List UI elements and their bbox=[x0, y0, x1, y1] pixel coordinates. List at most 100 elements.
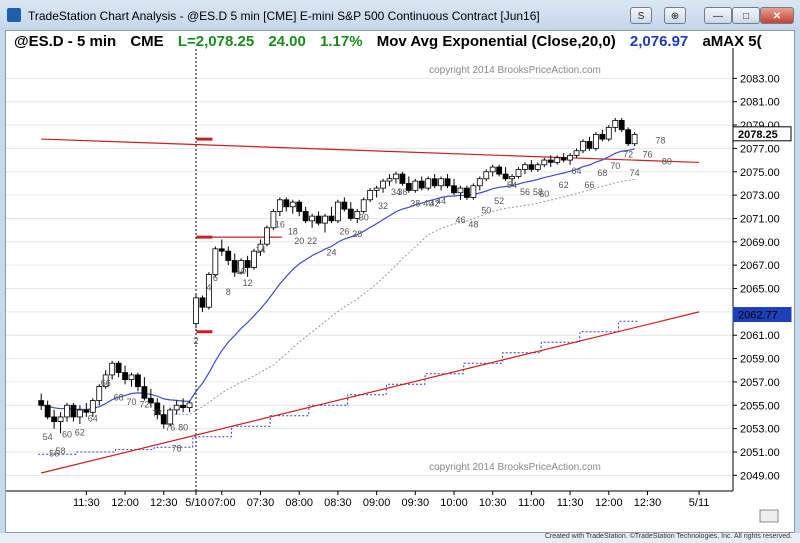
candle-body bbox=[289, 201, 296, 208]
bar-number-label: 60 bbox=[539, 189, 549, 199]
last-price-flag bbox=[732, 126, 792, 142]
candle-body bbox=[334, 201, 341, 222]
band-price-flag bbox=[732, 307, 792, 323]
candle-body bbox=[418, 180, 425, 189]
y-tick-label: 2059.00 bbox=[740, 354, 780, 366]
ema-line bbox=[41, 148, 635, 411]
bar-number-label: 78 bbox=[655, 135, 665, 145]
candle-body bbox=[354, 211, 361, 219]
candle-body bbox=[257, 243, 264, 252]
y-tick-label: 2061.00 bbox=[740, 330, 780, 342]
bar-number-label: 68 bbox=[114, 392, 124, 402]
candle-body bbox=[502, 173, 509, 180]
candle-body bbox=[96, 386, 103, 402]
band-price-flag-text: 2062.77 bbox=[738, 310, 778, 322]
study-value-label: 2,076.97 bbox=[629, 33, 689, 50]
s-button[interactable]: S bbox=[630, 7, 652, 24]
y-tick-label: 2055.00 bbox=[740, 400, 780, 412]
x-tick-label: 11:30 bbox=[557, 497, 584, 509]
minimize-button[interactable]: — bbox=[704, 7, 732, 24]
symbol-label: @ES.D - 5 min bbox=[14, 33, 117, 50]
candle-body bbox=[509, 176, 515, 180]
plot-area bbox=[6, 48, 733, 491]
bar-number-label: 70 bbox=[610, 161, 620, 171]
x-tick-label: 08:30 bbox=[324, 497, 352, 509]
candle-body bbox=[38, 400, 45, 406]
bar-number-label: 22 bbox=[307, 236, 317, 246]
bar-number-label: 76 bbox=[642, 149, 652, 159]
x-tick-label: 11:00 bbox=[518, 497, 545, 509]
y-tick-label: 2057.00 bbox=[740, 377, 780, 389]
candle-body bbox=[283, 199, 290, 208]
candle-body bbox=[341, 201, 348, 210]
candle-body bbox=[141, 386, 148, 399]
bar-number-label: 52 bbox=[494, 196, 504, 206]
y-tick-label: 2067.00 bbox=[740, 260, 780, 272]
bar-number-label: 56 bbox=[520, 187, 530, 197]
maximize-button[interactable]: □ bbox=[732, 7, 760, 24]
candle-body bbox=[373, 187, 380, 191]
bar-number-label: 70 bbox=[126, 397, 136, 407]
candle-body bbox=[122, 372, 128, 380]
bar-number-label: 46 bbox=[455, 215, 465, 225]
bar-number-label: 34 bbox=[391, 187, 401, 197]
bar-number-label: 4 bbox=[206, 283, 211, 293]
candle-body bbox=[231, 260, 238, 273]
x-tick-label: 08:00 bbox=[285, 497, 313, 509]
x-tick-label: 09:30 bbox=[402, 497, 430, 509]
x-tick-label: 07:00 bbox=[208, 497, 236, 509]
bar-number-label: 28 bbox=[352, 229, 362, 239]
y-tick-label: 2069.00 bbox=[740, 237, 780, 249]
close-button[interactable]: ✕ bbox=[760, 7, 794, 24]
x-tick-label: 5/10 bbox=[185, 497, 206, 509]
bar-number-label: 54 bbox=[507, 180, 517, 190]
candle-body bbox=[173, 404, 180, 411]
x-tick-label: 09:00 bbox=[363, 497, 391, 509]
candle-body bbox=[625, 129, 632, 145]
candle-body bbox=[470, 185, 477, 198]
bar-number-label: 2 bbox=[193, 336, 198, 346]
candle-body bbox=[83, 409, 90, 413]
trend-line bbox=[41, 311, 700, 474]
bar-number-label: 20 bbox=[294, 236, 304, 246]
bar-number-label: 74 bbox=[630, 168, 640, 178]
link-button[interactable]: ⊕ bbox=[664, 7, 686, 24]
copyright-bottom: copyright 2014 BrooksPriceAction.com bbox=[429, 462, 601, 473]
y-tick-label: 2049.00 bbox=[740, 470, 780, 482]
window-title: TradeStation Chart Analysis - @ES.D 5 mi… bbox=[28, 9, 540, 23]
candle-body bbox=[405, 183, 412, 191]
candle-body bbox=[631, 133, 638, 145]
y-tick-label: 2065.00 bbox=[740, 284, 780, 296]
candle-body bbox=[109, 362, 116, 376]
bar-number-label: 78 bbox=[172, 444, 182, 454]
candle-body bbox=[399, 173, 406, 184]
candle-body bbox=[573, 150, 580, 156]
candle-body bbox=[302, 211, 309, 222]
candle-body bbox=[438, 178, 445, 187]
bar-number-label: 30 bbox=[359, 212, 369, 222]
candle-body bbox=[476, 178, 483, 187]
x-tick-label: 12:30 bbox=[634, 497, 662, 509]
candle-body bbox=[315, 215, 322, 224]
candle-body bbox=[457, 187, 464, 194]
y-tick-label: 2077.00 bbox=[740, 143, 780, 155]
candle-body bbox=[367, 190, 374, 201]
bar-number-label: 80 bbox=[662, 156, 672, 166]
bar-number-label: 76 bbox=[165, 423, 175, 433]
candle-body bbox=[238, 260, 245, 273]
candle-body bbox=[425, 178, 432, 189]
x-tick-label: 12:00 bbox=[595, 497, 623, 509]
bar-number-label: 66 bbox=[101, 378, 111, 388]
candle-body bbox=[547, 159, 554, 163]
bar-number-label: 32 bbox=[378, 201, 388, 211]
x-tick-label: 12:30 bbox=[150, 497, 178, 509]
bar-number-label: 40 bbox=[423, 198, 433, 208]
title-bar: TradeStation Chart Analysis - @ES.D 5 mi… bbox=[0, 0, 800, 30]
bar-number-label: 14 bbox=[255, 245, 265, 255]
y-tick-label: 2083.00 bbox=[740, 73, 780, 85]
candle-body bbox=[360, 199, 367, 212]
tradestation-icon bbox=[7, 8, 21, 22]
bar-number-label: 44 bbox=[436, 196, 446, 206]
candle-body bbox=[244, 260, 251, 268]
